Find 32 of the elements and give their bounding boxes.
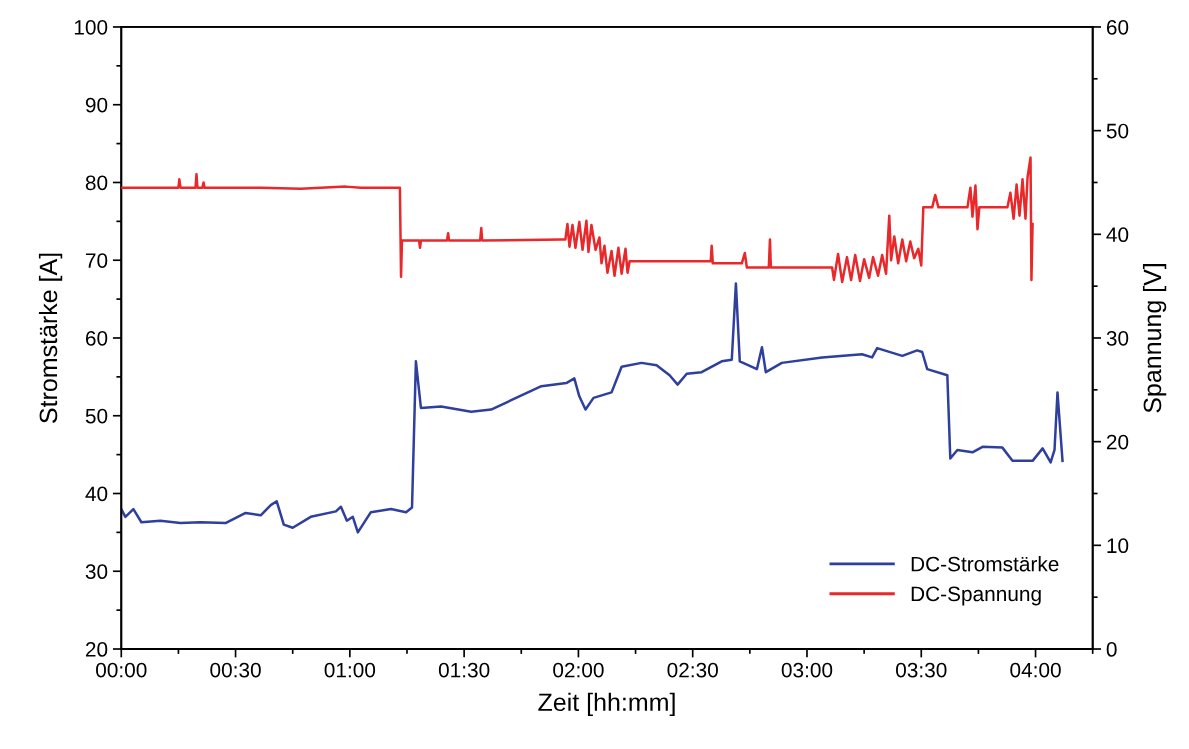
y-tick-label: 90 (85, 97, 108, 113)
y2-tick-label: 50 (1106, 123, 1129, 139)
x-tick-label: 01:00 (324, 662, 376, 678)
y2-tick-label: 20 (1106, 434, 1129, 450)
y2-tick-label: 0 (1106, 642, 1117, 657)
x-tick-label: 03:30 (896, 662, 947, 678)
x-tick-label: 02:00 (553, 662, 604, 678)
y2-tick-label: 40 (1106, 227, 1129, 243)
y-tick-label: 50 (85, 408, 108, 424)
y-tick-label: 20 (85, 642, 108, 657)
x-tick-label: 03:00 (781, 662, 833, 678)
y-tick-label: 80 (85, 175, 108, 191)
y2-axis-title: Spannung [V] (1142, 264, 1167, 413)
x-axis-title: Zeit [hh:mm] (538, 692, 675, 717)
y2-tick-label: 60 (1106, 19, 1129, 35)
y2-tick-label: 30 (1106, 330, 1129, 346)
y-tick-label: 60 (85, 330, 108, 346)
x-tick-label: 04:00 (1010, 662, 1061, 678)
y-tick-label: 100 (74, 19, 108, 35)
y-tick-label: 30 (85, 564, 108, 580)
y2-tick-label: 10 (1107, 538, 1129, 554)
x-tick-label: 00:00 (96, 662, 147, 678)
line-series (121, 156, 1034, 284)
y-tick-label: 70 (85, 253, 108, 268)
y-axis-title: Stromstärke [A] (38, 253, 63, 423)
line-series (121, 282, 1064, 534)
x-tick-label: 01:30 (438, 662, 490, 678)
x-tick-label: 02:30 (667, 662, 718, 678)
legend-label: DC-Spannung (911, 586, 1041, 606)
legend-label: DC-Stromstärke (911, 556, 1059, 572)
y-tick-label: 40 (85, 486, 108, 502)
x-tick-label: 00:30 (210, 662, 261, 678)
